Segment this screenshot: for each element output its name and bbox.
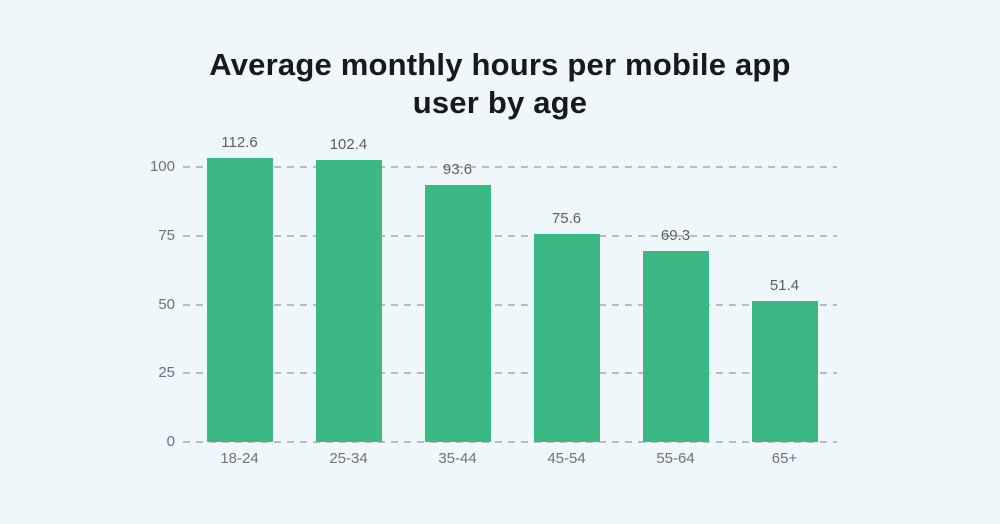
bar-18-24 — [206, 158, 273, 442]
chart-title-line-2: user by age — [412, 85, 588, 120]
x-axis-tick-label: 65+ — [771, 450, 798, 467]
bar-value-label: 112.6 — [221, 134, 258, 151]
bar-value-label: 102.4 — [329, 136, 368, 154]
gridline-y50 — [183, 303, 837, 306]
bar-value-label: 93.6 — [442, 160, 473, 178]
bar-45-54 — [533, 234, 600, 442]
bar-value-label: 75.6 — [551, 210, 582, 228]
y-axis-tick-label: 50 — [158, 295, 175, 313]
plot-area — [183, 158, 837, 443]
bar-65+ — [751, 300, 818, 442]
y-axis-tick-label: 75 — [158, 226, 175, 244]
x-axis-tick-label: 35-44 — [438, 450, 477, 467]
gridline-y25 — [183, 372, 837, 375]
y-axis-tick-label: 25 — [158, 364, 175, 382]
chart-title: Average monthly hours per mobile app use… — [120, 46, 880, 122]
y-axis-tick-label: 100 — [149, 158, 175, 176]
gridline-y0 — [183, 441, 837, 443]
bar-25-34 — [315, 160, 382, 442]
bar-value-label: 51.4 — [769, 276, 800, 294]
bar-35-44 — [424, 184, 491, 442]
x-axis-tick-label: 55-64 — [656, 450, 695, 467]
x-axis-tick-label: 18-24 — [220, 450, 259, 467]
bar-55-64 — [642, 251, 709, 442]
bar-value-label: 69.3 — [660, 227, 691, 245]
x-axis-tick-label: 45-54 — [547, 450, 586, 467]
chart-title-line-1: Average monthly hours per mobile app — [209, 47, 791, 82]
gridline-y100 — [183, 166, 837, 169]
gridline-y75 — [183, 234, 837, 237]
x-axis-tick-label: 25-34 — [329, 450, 368, 467]
y-axis-tick-label: 0 — [166, 433, 175, 450]
